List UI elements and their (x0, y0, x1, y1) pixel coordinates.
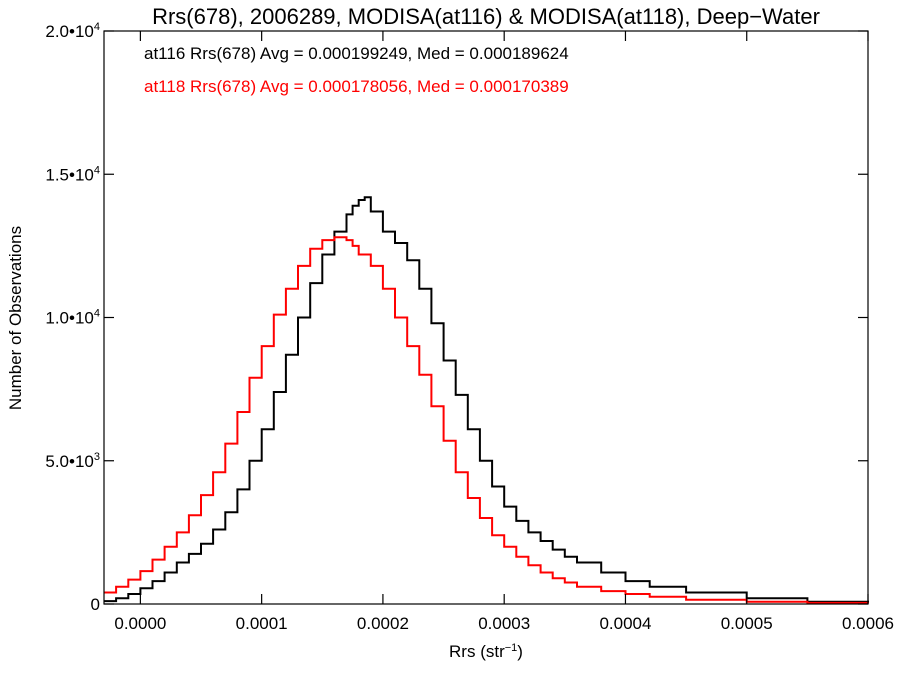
series-layer (104, 196, 869, 604)
x-tick-label: 0.0004 (599, 614, 651, 633)
x-tick-label: 0.0005 (721, 614, 773, 633)
chart-title: Rrs(678), 2006289, MODISA(at116) & MODIS… (152, 4, 820, 29)
y-tick-label: 2.0•104 (45, 21, 100, 41)
legend-annotation-at118: at118 Rrs(678) Avg = 0.000178056, Med = … (144, 77, 569, 96)
x-axis-title: Rrs (str−1) (449, 642, 523, 661)
y-tick-label: 0 (91, 595, 100, 614)
x-tick-label: 0.0002 (357, 614, 409, 633)
y-tick-label: 5.0•103 (45, 451, 100, 471)
legend-annotation-at116: at116 Rrs(678) Avg = 0.000199249, Med = … (144, 44, 569, 63)
y-axis-ticks: 0 5.0•103 1.0•104 1.5•104 2.0•104 (45, 21, 868, 614)
x-axis-title-main: Rrs (str (449, 642, 505, 661)
x-axis-ticks: 0.0000 0.0001 0.0002 0.0003 0.0004 0.0005 0.00… (114, 31, 894, 633)
series-at116-line (104, 196, 869, 604)
x-tick-label: 0.0006 (842, 614, 894, 633)
x-tick-label: 0.0003 (478, 614, 530, 633)
x-tick-label: 0.0001 (236, 614, 288, 633)
series-at118-line (104, 236, 869, 604)
y-tick-label: 1.5•104 (45, 164, 100, 184)
x-axis-title-end: ) (517, 642, 523, 661)
x-tick-label: 0.0000 (114, 614, 166, 633)
y-tick-label: 1.0•104 (45, 308, 100, 328)
y-axis-title: Number of Observations (6, 226, 25, 410)
x-axis-title-sup: −1 (505, 642, 518, 654)
